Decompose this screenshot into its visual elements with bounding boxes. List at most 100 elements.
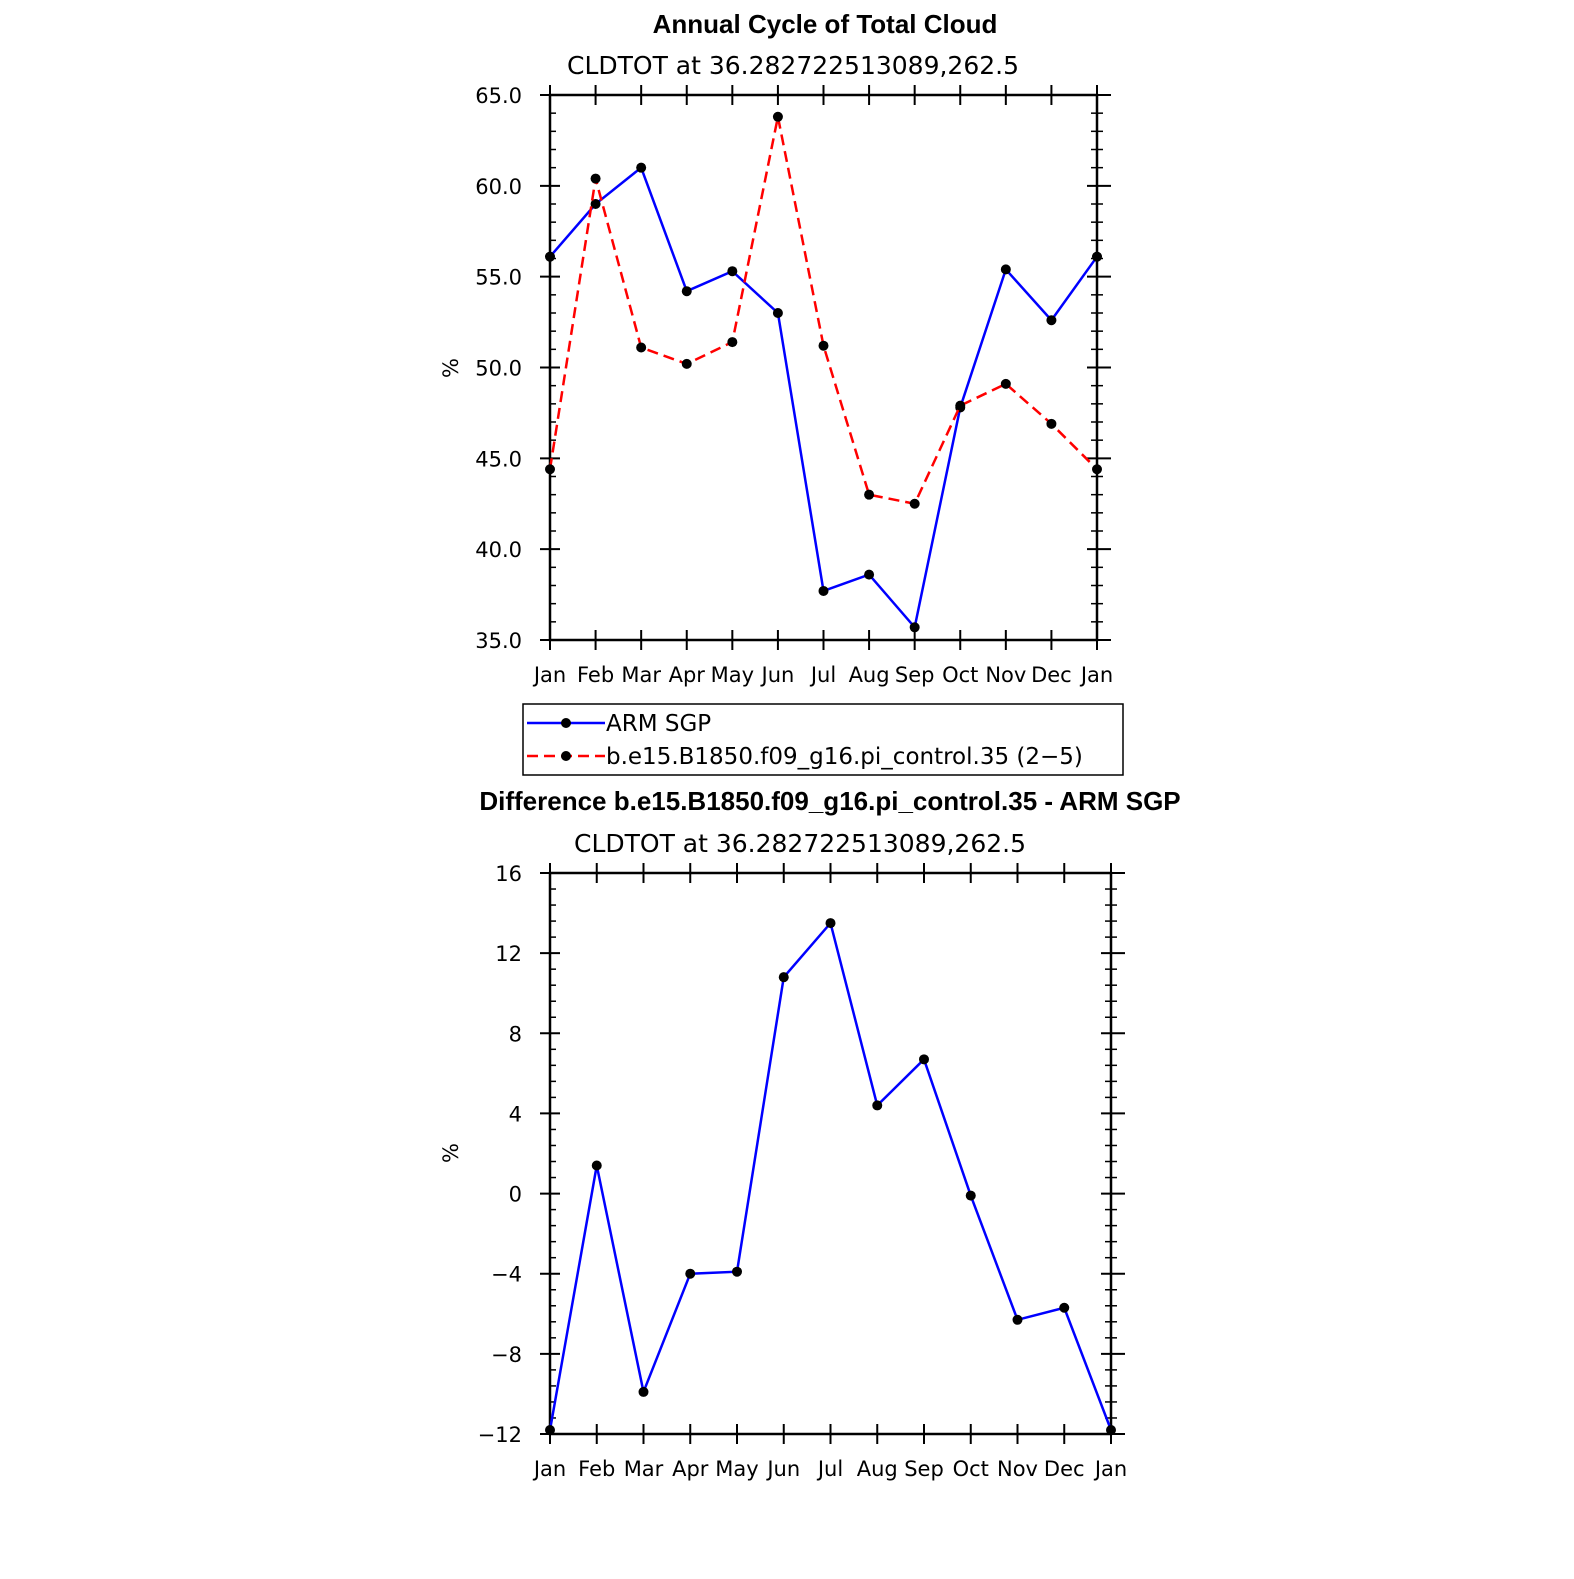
y-tick-label: 4 [509, 1102, 522, 1126]
y-tick-label: 35.0 [475, 629, 522, 653]
data-point [638, 1386, 649, 1397]
chart-subtitle: CLDTOT at 36.282722513089,262.5 [567, 51, 1019, 80]
y-tick-label: −12 [478, 1423, 522, 1447]
y-tick-label: 65.0 [475, 84, 522, 108]
y-tick-label: 40.0 [475, 538, 522, 562]
x-tick-label: May [711, 663, 754, 687]
y-tick-label: 16 [495, 862, 522, 886]
chart-subtitle: CLDTOT at 36.282722513089,262.5 [574, 829, 1026, 858]
data-point [909, 622, 920, 633]
data-point [681, 358, 692, 369]
x-tick-label: Sep [895, 663, 935, 687]
data-point [727, 337, 738, 348]
x-tick-label: Apr [669, 663, 706, 687]
data-point [545, 1424, 555, 1435]
data-point [590, 173, 601, 184]
data-point [818, 585, 829, 596]
y-tick-label: 0 [509, 1183, 522, 1207]
data-point [1046, 418, 1057, 429]
x-tick-label: Jan [532, 663, 566, 687]
series-marks [545, 111, 1102, 633]
x-tick-label: Oct [953, 1457, 989, 1481]
data-point [872, 1100, 883, 1111]
series-line-0 [549, 165, 1099, 631]
plot-frame [548, 93, 1099, 642]
data-point [732, 1266, 742, 1277]
data-point [1092, 464, 1102, 475]
series-line-0 [548, 920, 1113, 1431]
x-tick-label: Feb [578, 1457, 615, 1481]
x-tick-label: Aug [857, 1457, 898, 1481]
data-point [1046, 315, 1057, 326]
difference-panel: Difference b.e15.B1850.f09_g16.pi_contro… [439, 786, 1181, 1481]
data-point [864, 489, 875, 500]
legend-marker-arm-sgp [561, 718, 571, 728]
x-tick-label: Feb [577, 663, 614, 687]
data-point [1012, 1314, 1023, 1325]
data-point [1000, 378, 1011, 389]
x-tick-label: Nov [985, 663, 1026, 687]
data-point [636, 162, 647, 173]
legend-label-arm-sgp: ARM SGP [606, 711, 711, 737]
data-point [591, 1160, 602, 1171]
data-point [919, 1054, 929, 1065]
data-point [545, 464, 555, 475]
x-tick-label: Jan [1093, 1457, 1127, 1481]
plot-area: Jan Feb Mar Apr May Jun Jul Aug Sep Oct Nov Dec Jan 3… [475, 84, 1113, 687]
data-point [864, 569, 875, 580]
y-tick-label: 12 [495, 942, 522, 966]
x-tick-label: Dec [1031, 663, 1072, 687]
x-tick-label: Mar [621, 663, 661, 687]
data-point [1092, 251, 1102, 262]
data-point [772, 308, 783, 318]
x-tick-label: Nov [997, 1457, 1038, 1481]
legend: ARM SGP b.e15.B1850.f09_g16.pi_control.3… [522, 703, 1124, 776]
x-tick-label: Dec [1044, 1457, 1085, 1481]
x-tick-label: Jul [809, 663, 836, 687]
data-point [909, 498, 920, 509]
x-tick-label: Aug [849, 663, 890, 687]
x-tick-label: Jul [816, 1457, 843, 1481]
y-tick-label: 60.0 [475, 175, 522, 199]
x-tick-label: Mar [624, 1457, 664, 1481]
legend-label-model: b.e15.B1850.f09_g16.pi_control.35 (2−5) [606, 744, 1083, 770]
y-tick-label: −8 [491, 1343, 522, 1367]
x-tick-label: Oct [942, 663, 978, 687]
data-point [727, 266, 738, 277]
y-tick-label: 45.0 [475, 447, 522, 471]
data-point [778, 972, 789, 983]
y-axis-label: % [439, 1143, 463, 1163]
data-point [590, 199, 601, 209]
x-tick-label: Sep [904, 1457, 944, 1481]
legend-box [522, 703, 1124, 776]
x-tick-label: Apr [672, 1457, 709, 1481]
data-point [818, 340, 829, 351]
data-point [1000, 264, 1011, 275]
y-tick-label: 55.0 [475, 266, 522, 290]
annual-cycle-panel: Annual Cycle of Total Cloud CLDTOT at 36… [439, 9, 1124, 776]
data-point [681, 286, 692, 297]
y-axis-label: % [439, 358, 463, 378]
data-point [825, 918, 836, 929]
chart-title: Difference b.e15.B1850.f09_g16.pi_contro… [479, 786, 1180, 816]
x-tick-label: Jun [760, 663, 795, 687]
data-point [685, 1268, 696, 1279]
data-point [636, 342, 647, 353]
data-point [955, 400, 966, 411]
x-tick-label: Jan [1079, 663, 1113, 687]
data-point [965, 1190, 976, 1201]
x-tick-label: Jan [532, 1457, 566, 1481]
y-tick-label: 8 [509, 1022, 522, 1046]
chart-title: Annual Cycle of Total Cloud [653, 9, 998, 39]
legend-marker-model [561, 751, 571, 761]
y-tick-label: −4 [491, 1263, 522, 1287]
x-tick-label: May [715, 1457, 758, 1481]
data-point [772, 111, 783, 122]
plot-area: Jan Feb Mar Apr May Jun Jul Aug Sep Oct Nov Dec Jan−… [478, 862, 1128, 1481]
series-marks [545, 918, 1116, 1435]
data-point [1106, 1424, 1116, 1435]
data-point [1059, 1302, 1070, 1313]
y-tick-label: 50.0 [475, 357, 522, 381]
